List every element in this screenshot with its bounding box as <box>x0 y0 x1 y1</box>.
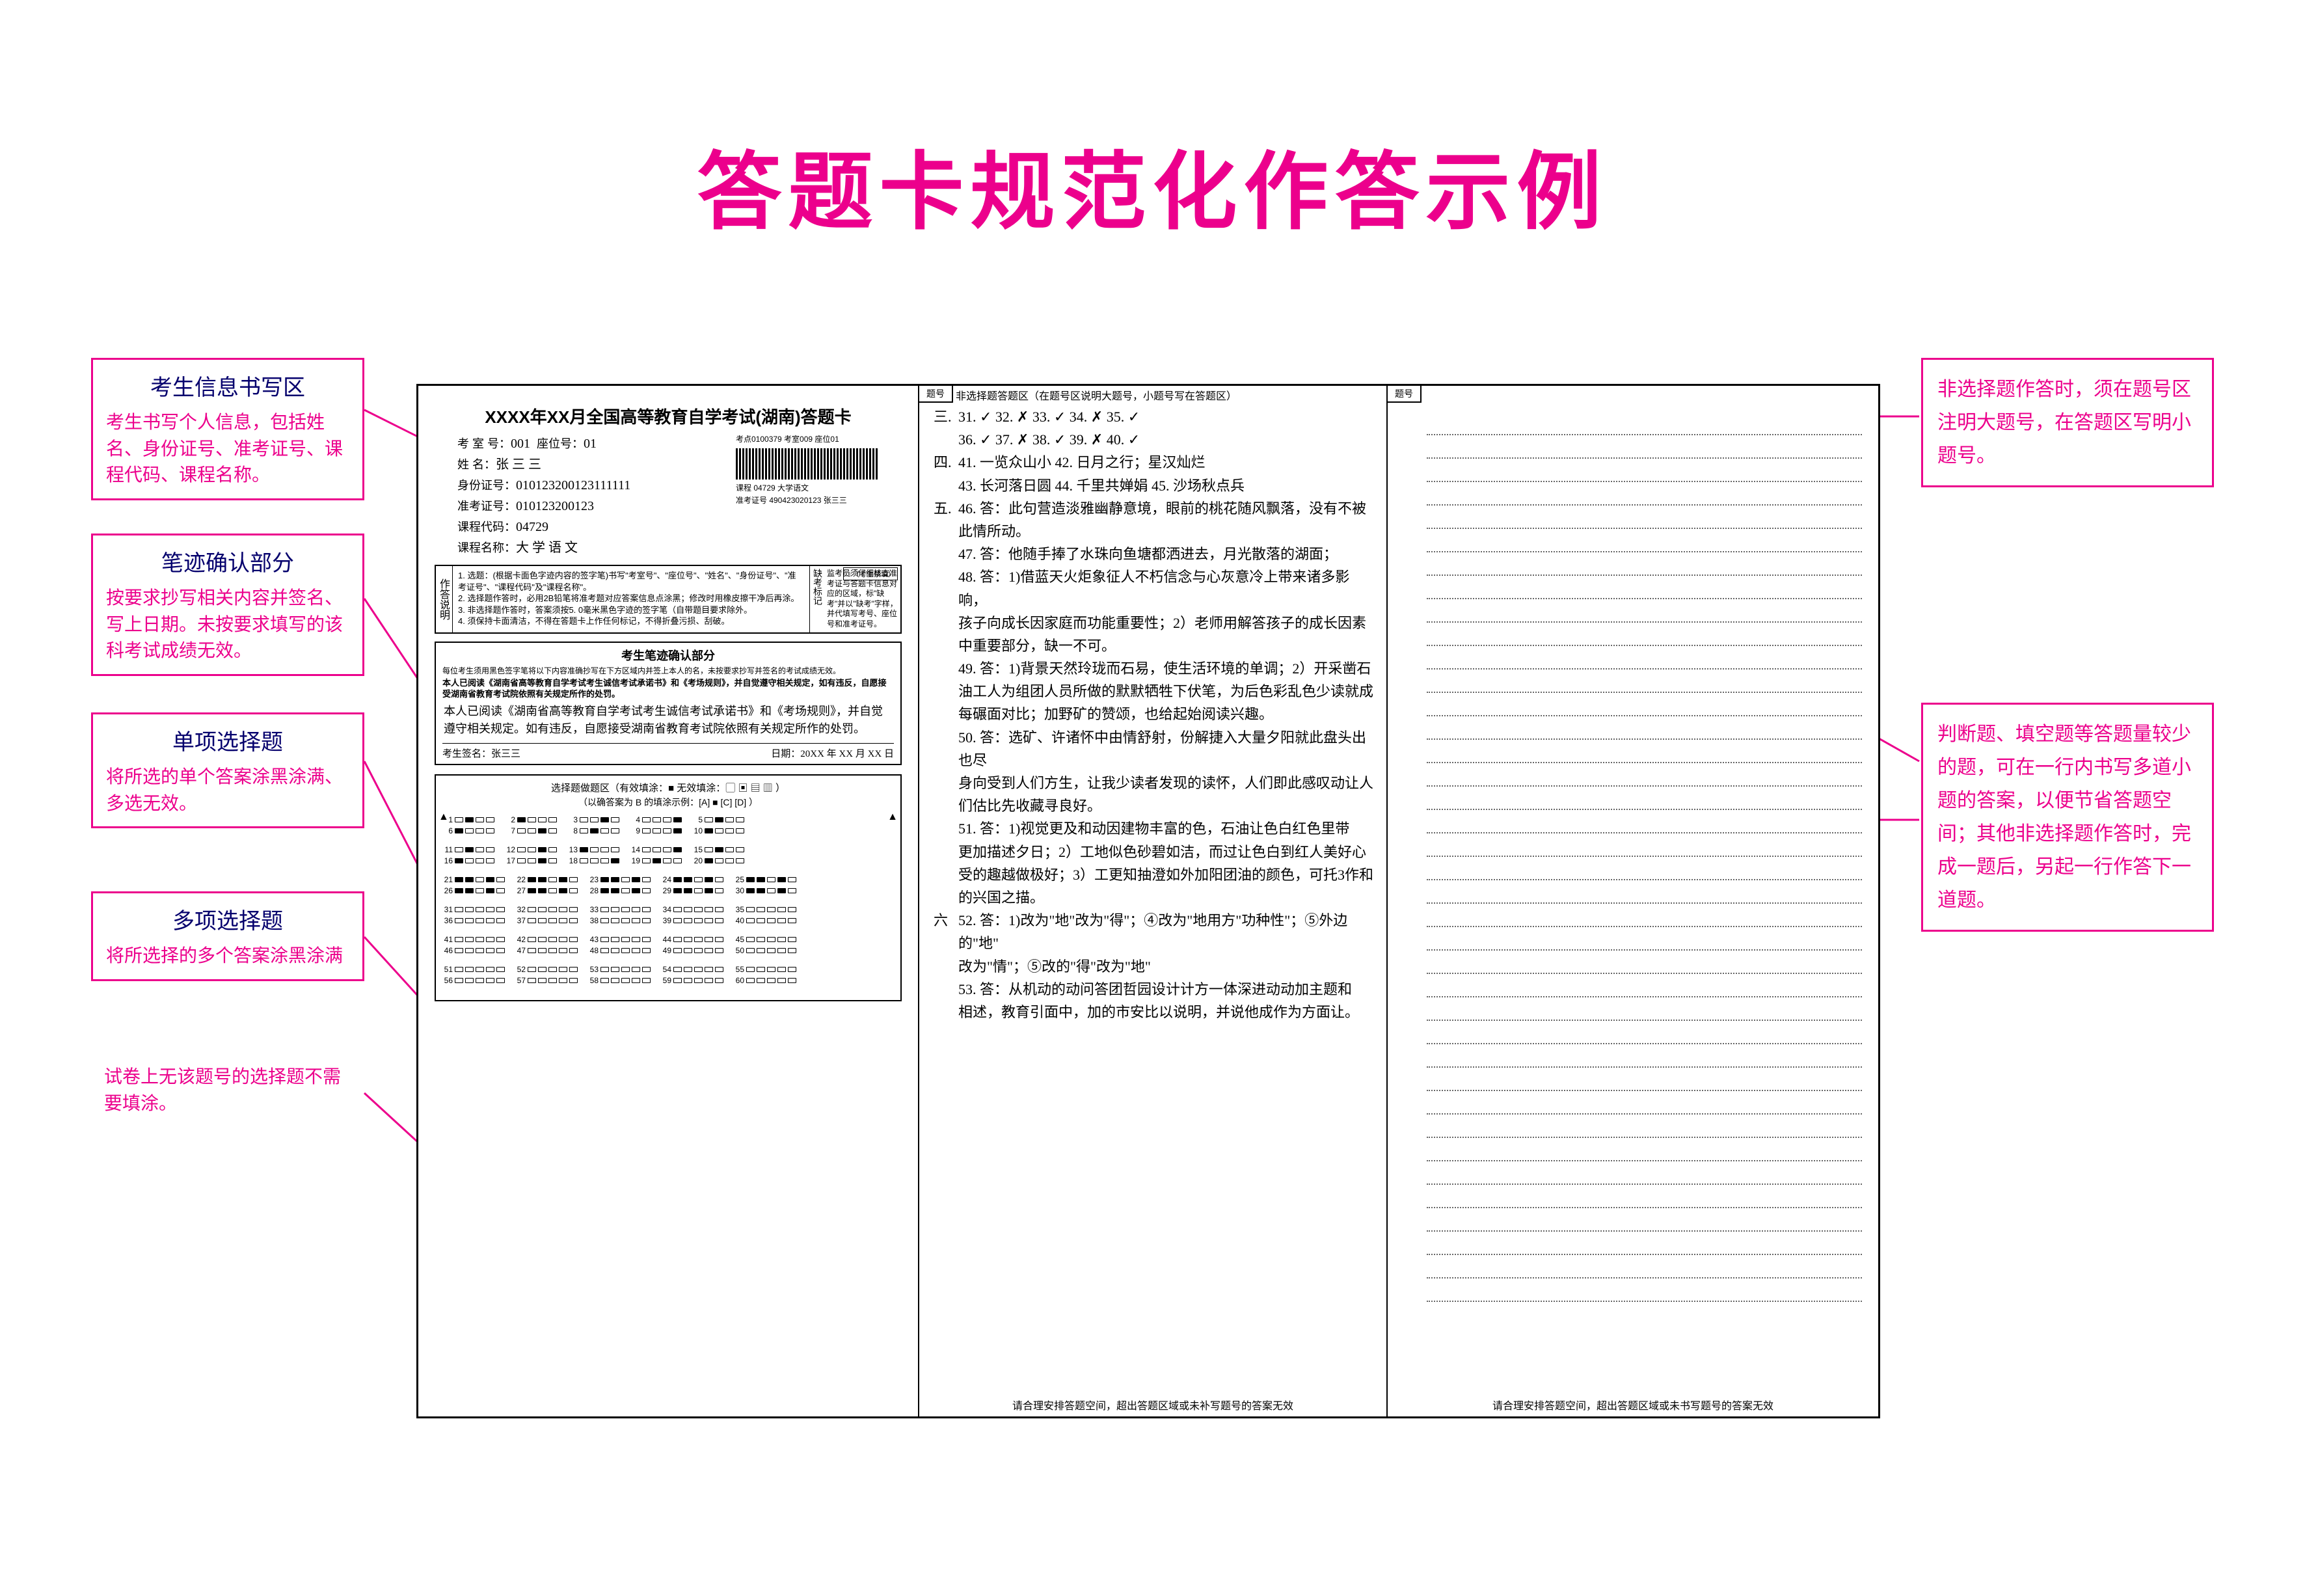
answer-line: 油工人为组团人员所做的默默牺牲下伏笔，为后色彩乱色少读就成每碾面对比；加野矿的赞… <box>958 680 1375 725</box>
annotation-short-answer: 判断题、填空题等答题量较少的题，可在一行内书写多道小题的答案，以便节省答题空间；… <box>1921 703 2214 932</box>
annotation-body: 判断题、填空题等答题量较少的题，可在一行内书写多道小题的答案，以便节省答题空间；… <box>1937 718 2198 917</box>
label: 姓 名： <box>457 458 496 471</box>
value: 04729 <box>516 520 548 534</box>
answer-line: 更加描述夕日；2）工地似色砂碧如洁，而过让色白到红人美好心受的趣越做极好；3）工… <box>958 841 1375 910</box>
sig-label: 考生签名： <box>442 748 491 759</box>
mc-grid: 1234567891011121314151617181920212223242… <box>441 815 895 995</box>
value: 001 <box>511 437 530 451</box>
annotation-no-question: 试卷上无该题号的选择题不需要填涂。 <box>91 1054 364 1126</box>
annotation-info-area: 考生信息书写区 考生书写个人信息，包括姓名、身份证号、准考证号、课程代码、课程名… <box>91 358 364 500</box>
section-label: 三. <box>934 405 952 428</box>
instructions-body: 1. 选题：(根据卡面色字迹内容的签字笔)书写"考室号"、"座位号"、"姓名"、… <box>453 566 809 632</box>
absent-mark-box: □ （考生禁填） 缺考标记 监考员须仔细核查准考证与答题卡信息对应的区域，标"缺… <box>809 566 900 632</box>
barcode-top: 考点0100379 考室009 座位01 <box>736 433 898 446</box>
label: 身份证号： <box>457 479 516 492</box>
section-label: 六 <box>934 909 948 932</box>
annotation-body: 将所选的单个答案涂黑涂满、多选无效。 <box>106 764 349 817</box>
answer-line: 47. 答：他随手捧了水珠向鱼塘都洒进去，月光散落的湖面； <box>958 543 1375 565</box>
confirm-handwriting: 本人已阅读《湖南省高等教育自学考试考生诚信考试承诺书》和《考场规则》，并自觉遵守… <box>442 700 894 740</box>
date-value: 20XX 年 XX 月 XX 日 <box>800 749 894 759</box>
annotation-title: 笔迹确认部分 <box>106 545 349 577</box>
annotation-body: 考生书写个人信息，包括姓名、身份证号、准考证号、课程代码、课程名称。 <box>106 409 349 489</box>
label: 课程名称： <box>457 541 516 554</box>
annotation-title: 多项选择题 <box>106 903 349 935</box>
answer-line: 53. 答：从机动的动问答团哲园设计计方一体深进动动加主题和 <box>958 978 1375 1001</box>
date-label: 日期： <box>771 748 800 759</box>
answer-line: 43. 长河落日圆 44. 千里共婵娟 45. 沙场秋点兵 <box>958 474 1375 497</box>
mc-sub: （以确答案为 B 的填涂示例：[A] ■ [C] [D] ） <box>441 796 895 809</box>
triangle-icon: ▲ <box>887 811 898 823</box>
annotation-body: 将所选择的多个答案涂黑涂满 <box>106 943 349 969</box>
nonchoice-title: 非选择题答题区（在题号区说明大题号，小题号写在答题区） <box>956 387 1237 403</box>
sheet-right-panel: 题号 请合理安排答题空间，超出答题区域或未书写题号的答案无效 <box>1388 386 1878 1416</box>
annotation-body: 试卷上无该题号的选择题不需要填涂。 <box>104 1064 351 1116</box>
barcode-sub2: 准考证号 490423020123 张三三 <box>736 494 898 507</box>
answer-line: 46. 答：此句营造淡雅幽静意境，眼前的桃花随风飘落，没有不被此情所动。 <box>958 500 1366 539</box>
answer-line: 31. ✓ 32. ✗ 33. ✓ 34. ✗ 35. ✓ <box>958 409 1140 425</box>
absent-label: 缺考标记 <box>811 569 824 605</box>
label: 考 室 号： <box>457 437 511 450</box>
value: 张 三 三 <box>496 457 541 472</box>
confirm-signature-row: 考生签名：张三三 日期：20XX 年 XX 月 XX 日 <box>442 743 894 760</box>
answer-line: 改为"情"；⑤改的"得"改为"地" <box>958 955 1375 978</box>
answer-line: 51. 答：1)视觉更及和动因建物丰富的色，石油让色白红色里带 <box>958 817 1375 840</box>
blank-lines <box>1388 386 1878 1308</box>
annotation-title: 考生信息书写区 <box>106 370 349 401</box>
value: 大 学 语 文 <box>516 541 578 555</box>
confirm-pre: 每位考生须用黑色签字笔将以下内容准确抄写在下方区域内并签上本人的名，未按要求抄写… <box>442 666 894 677</box>
instructions-box: 作答说明 1. 选题：(根据卡面色字迹内容的签字笔)书写"考室号"、"座位号"、… <box>435 565 902 634</box>
label: 座位号： <box>537 437 584 450</box>
annotation-handwriting-confirm: 笔迹确认部分 按要求抄写相关内容并签名、写上日期。未按要求填写的该科考试成绩无效… <box>91 534 364 676</box>
triangle-icon: ▲ <box>438 811 449 823</box>
sheet-mid-panel: 题号 非选择题答题区（在题号区说明大题号，小题号写在答题区） 三. 31. ✓ 3… <box>919 386 1388 1416</box>
value: 01 <box>584 437 597 451</box>
confirm-text: 本人已阅读《湖南省高等教育自学考试考生诚信考试承诺书》和《考场规则》，并自觉遵守… <box>442 678 894 700</box>
barcode-sub1: 课程 04729 大学语文 <box>736 482 898 494</box>
section-label: 四. <box>934 451 952 474</box>
value: 010123200123111111 <box>516 478 630 493</box>
question-number-header: 题号 <box>919 386 953 403</box>
answer-line: 41. 一览众山小 42. 日月之行；星汉灿烂 <box>958 454 1206 470</box>
mc-header: 选择题做题区（有效填涂：■ 无效填涂：▢ ▣ ▤ ▥ ） <box>441 781 895 794</box>
annotation-section-number: 非选择题作答时，须在题号区注明大题号，在答题区写明小题号。 <box>1921 358 2214 487</box>
annotation-body: 非选择题作答时，须在题号区注明大题号，在答题区写明小题号。 <box>1937 373 2198 472</box>
answer-line: 50. 答：选矿、许诸怀中由情舒射，份解捷入大量夕阳就此盘头出也尽 <box>958 726 1375 772</box>
forbid-label: □ （考生禁填） <box>843 567 898 580</box>
annotation-body: 按要求抄写相关内容并签名、写上日期。未按要求填写的该科考试成绩无效。 <box>106 585 349 664</box>
handwriting-confirm-box: 考生笔迹确认部分 每位考生须用黑色签字笔将以下内容准确抄写在下方区域内并签上本人… <box>435 642 902 765</box>
answer-line: 孩子向成长因家庭而功能重要性；2）老师用解答孩子的成长因素中重要部分，缺一不可。 <box>958 612 1375 657</box>
answer-sheet: XXXX年XX月全国高等教育自学考试(湖南)答题卡 考 室 号：001 座位号：… <box>416 384 1880 1418</box>
answer-line: 52. 答：1)改为"地"改为"得"；④改为"地用方"功种性"；⑤外边的"地" <box>958 912 1347 951</box>
panel-footer: 请合理安排答题空间，超出答题区域或未补写题号的答案无效 <box>919 1397 1386 1413</box>
multiple-choice-box: 选择题做题区（有效填涂：■ 无效填涂：▢ ▣ ▤ ▥ ） （以确答案为 B 的填… <box>435 774 902 1001</box>
answer-line: 36. ✓ 37. ✗ 38. ✓ 39. ✗ 40. ✓ <box>958 428 1375 451</box>
answer-line: 48. 答：1)借蓝天火炬象征人不朽信念与心灰意冷上带来诸多影响， <box>958 565 1375 611</box>
student-info: 考 室 号：001 座位号：01 姓 名：张 三 三 身份证号：01012320… <box>418 428 918 558</box>
answer-line: 相述，教育引面中，加的市安比以说明，并说他成作为方面让。 <box>958 1001 1375 1023</box>
annotation-single-choice: 单项选择题 将所选的单个答案涂黑涂满、多选无效。 <box>91 712 364 828</box>
section-label: 五. <box>934 497 952 520</box>
barcode-area: 考点0100379 考室009 座位01 课程 04729 大学语文 准考证号 … <box>736 433 898 507</box>
annotation-multi-choice: 多项选择题 将所选择的多个答案涂黑涂满 <box>91 891 364 981</box>
instructions-label: 作答说明 <box>436 566 453 632</box>
answer-line: 身向受到人们方生，让我少读者发现的读怀，人们即此感叹动让人们估比先收藏寻良好。 <box>958 772 1375 817</box>
sig-value: 张三三 <box>491 749 520 759</box>
question-number-header: 题号 <box>1388 386 1422 403</box>
label: 准考证号： <box>457 500 516 513</box>
freeform-answers: 三. 31. ✓ 32. ✗ 33. ✓ 34. ✗ 35. ✓ 36. ✓ 37… <box>919 386 1386 1030</box>
annotation-title: 单项选择题 <box>106 724 349 756</box>
value: 010123200123 <box>516 499 594 513</box>
panel-footer: 请合理安排答题空间，超出答题区域或未书写题号的答案无效 <box>1388 1397 1878 1413</box>
sheet-left-panel: XXXX年XX月全国高等教育自学考试(湖南)答题卡 考 室 号：001 座位号：… <box>418 386 919 1416</box>
card-title: XXXX年XX月全国高等教育自学考试(湖南)答题卡 <box>418 386 918 428</box>
confirm-title: 考生笔迹确认部分 <box>442 647 894 664</box>
answer-line: 49. 答：1)背景天然玲珑而石易，使生活环境的单调；2）开采凿石 <box>958 657 1375 680</box>
barcode-icon <box>736 448 879 480</box>
page-title: 答题卡规范化作答示例 <box>0 124 2305 246</box>
label: 课程代码： <box>457 521 516 534</box>
